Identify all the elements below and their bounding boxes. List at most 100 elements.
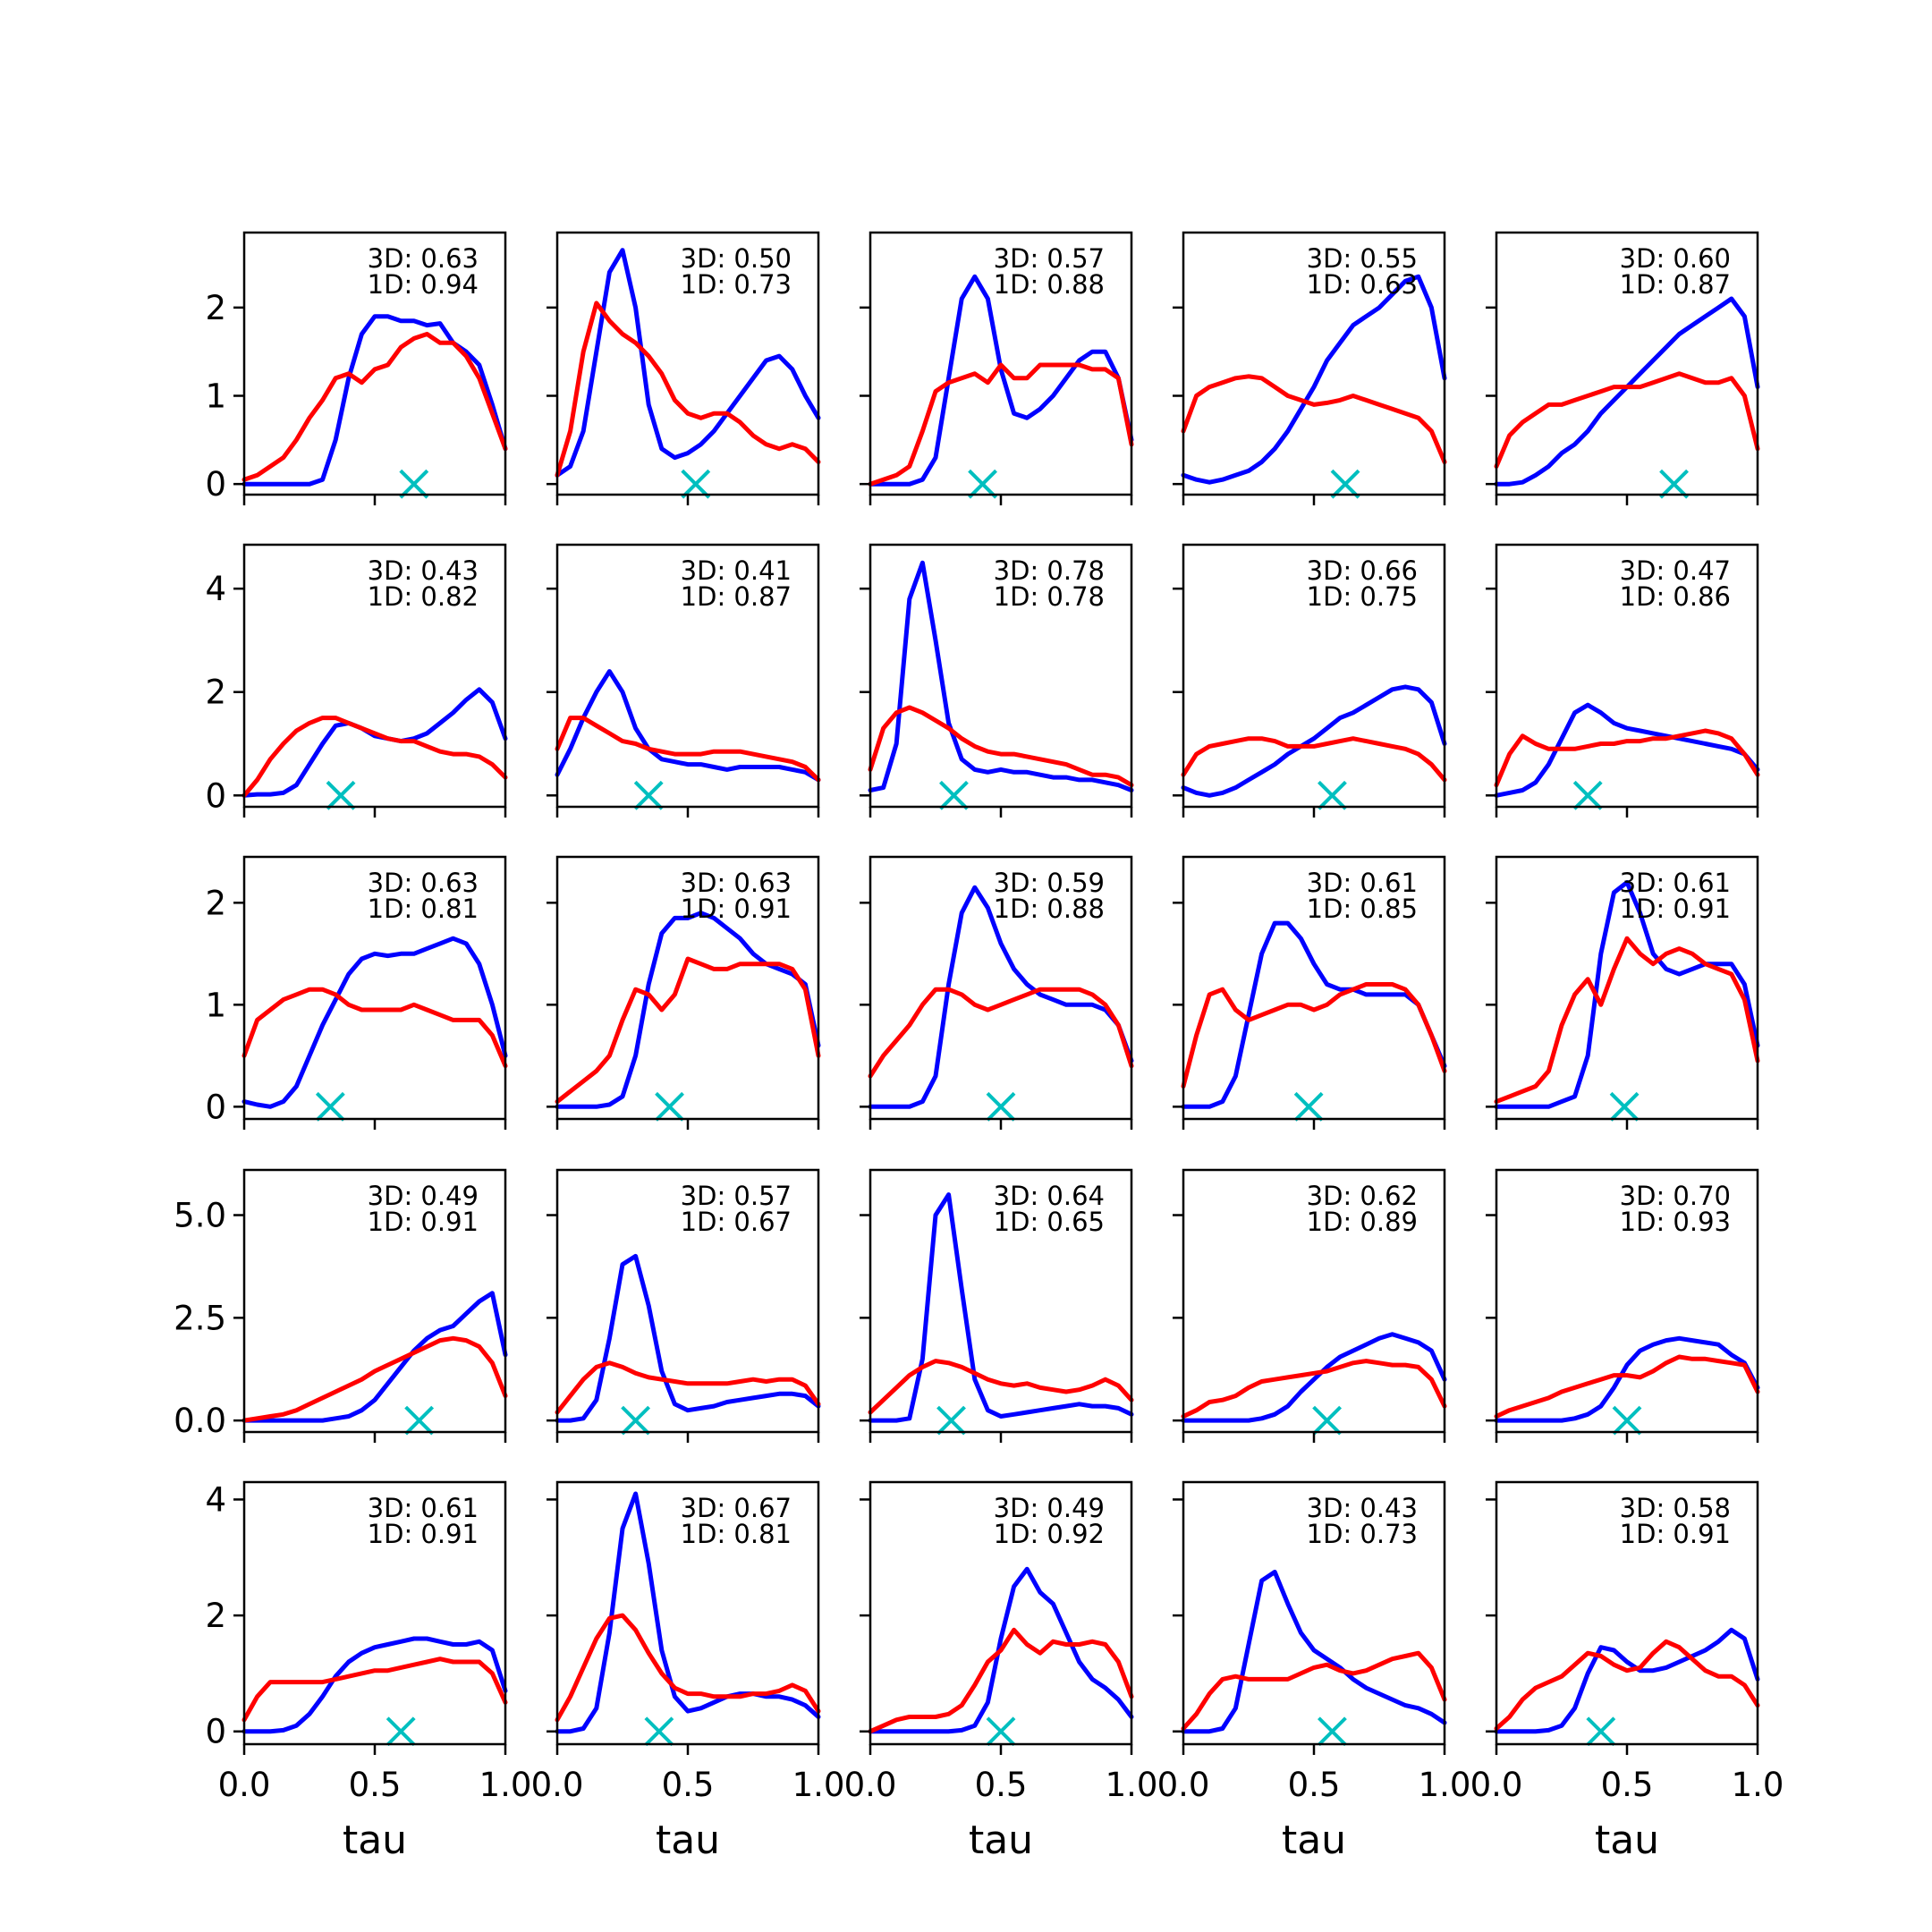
x-marker (1586, 1716, 1616, 1747)
blue-series-line (555, 911, 821, 1109)
annotation-text: 3D: 0.63 (368, 243, 479, 274)
x-axis-label: tau (969, 1818, 1033, 1863)
x-marker-stroke (399, 469, 429, 499)
annotation-text: 1D: 0.81 (681, 1519, 792, 1549)
annotation-text: 1D: 0.81 (368, 894, 479, 924)
x-tick-label: 0.0 (1157, 1766, 1210, 1804)
red-series-line (555, 716, 821, 783)
x-tick-label: 0.5 (1601, 1766, 1654, 1804)
annotation-text: 1D: 0.75 (1307, 581, 1418, 612)
annotation-text: 1D: 0.73 (1307, 1519, 1418, 1549)
annotation-text: 1D: 0.91 (1620, 894, 1731, 924)
annotation-text: 3D: 0.60 (1620, 243, 1731, 274)
red-series-line (242, 716, 508, 798)
x-marker-stroke (681, 469, 711, 499)
blue-series-line (1181, 1332, 1447, 1423)
x-tick-label: 0.0 (218, 1766, 271, 1804)
blue-series-line (1494, 1627, 1760, 1734)
y-tick-label: 2 (205, 884, 226, 922)
blue-series-line (868, 885, 1134, 1109)
x-marker-stroke (1586, 1716, 1616, 1747)
y-tick-label: 1 (205, 377, 226, 416)
x-marker-stroke (315, 1091, 345, 1122)
x-marker-stroke (655, 1091, 684, 1122)
blue-series-line (1181, 274, 1447, 485)
y-tick-label: 2 (205, 289, 226, 327)
x-marker-stroke (1330, 469, 1360, 499)
x-marker (633, 780, 664, 810)
x-marker-stroke (939, 780, 969, 810)
red-series-line (555, 1613, 821, 1723)
x-marker-stroke (1312, 1405, 1343, 1436)
annotation-text: 3D: 0.57 (994, 243, 1105, 274)
annotation-text: 1D: 0.87 (681, 581, 792, 612)
x-marker (986, 1091, 1016, 1122)
x-marker (655, 1091, 684, 1122)
x-tick-label: 1.0 (1106, 1766, 1158, 1804)
annotation-text: 3D: 0.49 (994, 1493, 1105, 1523)
annotation-text: 3D: 0.70 (1620, 1181, 1731, 1211)
blue-series-line (1494, 702, 1760, 798)
annotation-text: 1D: 0.65 (994, 1207, 1105, 1237)
x-tick-label: 0.0 (531, 1766, 584, 1804)
x-marker-stroke (986, 1091, 1016, 1122)
y-tick-label: 2 (205, 674, 226, 712)
annotation-text: 1D: 0.63 (1307, 269, 1418, 300)
x-tick-label: 0.0 (844, 1766, 897, 1804)
annotation-text: 3D: 0.55 (1307, 243, 1418, 274)
annotation-text: 3D: 0.43 (1307, 1493, 1418, 1523)
x-marker-stroke (1659, 469, 1689, 499)
red-series-line (868, 705, 1134, 788)
x-marker (968, 469, 997, 499)
annotation-text: 3D: 0.47 (1620, 555, 1731, 586)
x-tick-label: 0.0 (1470, 1766, 1523, 1804)
annotation-text: 3D: 0.64 (994, 1181, 1105, 1211)
annotation-text: 3D: 0.61 (368, 1493, 479, 1523)
x-tick-label: 1.0 (1732, 1766, 1784, 1804)
red-series-line (555, 1360, 821, 1415)
x-marker (1659, 469, 1689, 499)
x-tick-label: 1.0 (1419, 1766, 1471, 1804)
blue-series-line (868, 274, 1134, 487)
x-marker-stroke (1609, 1091, 1640, 1122)
red-series-line (868, 1627, 1134, 1734)
blue-series-line (555, 1491, 821, 1734)
x-marker (1609, 1091, 1640, 1122)
red-series-line (242, 987, 508, 1069)
annotation-text: 1D: 0.85 (1307, 894, 1418, 924)
annotation-text: 3D: 0.41 (681, 555, 792, 586)
annotation-text: 3D: 0.63 (681, 868, 792, 898)
blue-series-line (1494, 1335, 1760, 1423)
x-tick-label: 0.5 (1288, 1766, 1341, 1804)
annotation-text: 3D: 0.49 (368, 1181, 479, 1211)
x-tick-label: 0.5 (662, 1766, 715, 1804)
annotation-text: 3D: 0.62 (1307, 1181, 1418, 1211)
annotation-text: 1D: 0.88 (994, 894, 1105, 924)
annotation-text: 1D: 0.91 (368, 1519, 479, 1549)
annotation-text: 3D: 0.57 (681, 1181, 792, 1211)
blue-series-line (555, 248, 821, 478)
x-marker (1318, 1716, 1347, 1747)
blue-series-line (868, 1566, 1134, 1734)
x-marker (621, 1405, 651, 1436)
x-marker-stroke (386, 1716, 416, 1747)
annotation-text: 3D: 0.59 (994, 868, 1105, 898)
x-marker (681, 469, 711, 499)
x-marker-stroke (986, 1716, 1016, 1747)
x-axis-label: tau (343, 1818, 407, 1863)
annotation-text: 1D: 0.91 (368, 1207, 479, 1237)
x-marker-stroke (326, 780, 356, 810)
